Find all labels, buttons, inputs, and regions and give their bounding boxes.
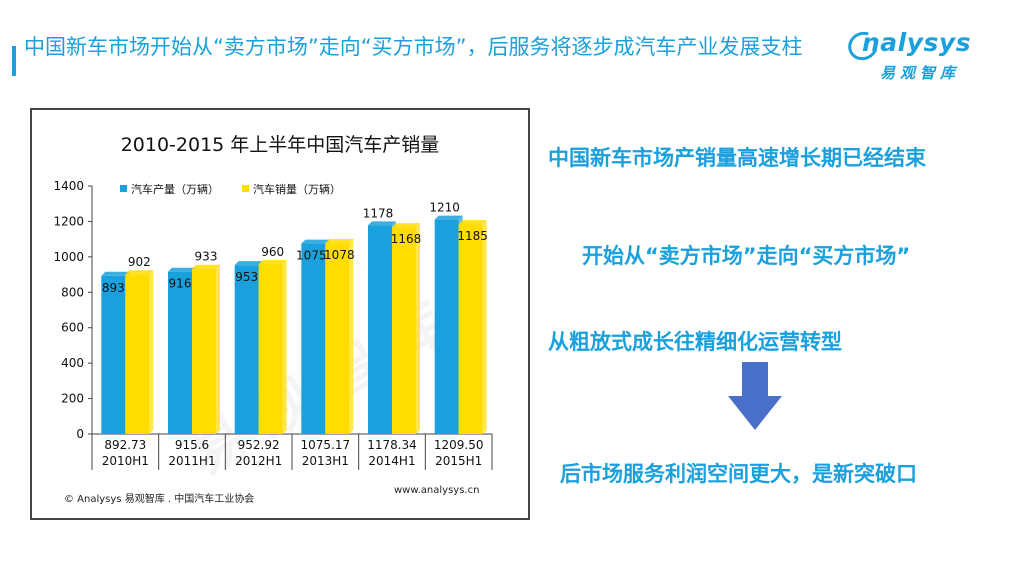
bar-top [168, 267, 196, 272]
bar [125, 274, 150, 434]
chart-title: 2010-2015 年上半年中国汽车产销量 [120, 134, 440, 156]
x-category-label: 2011H1 [168, 454, 215, 468]
bar-top [101, 271, 130, 276]
table-value: 1209.50 [434, 438, 484, 452]
bar [192, 268, 216, 434]
bar-top [125, 270, 154, 275]
data-label: 1210 [429, 201, 460, 215]
point-transformation: 从粗放式成长往精细化运营转型 [548, 330, 842, 354]
bar-side [149, 270, 154, 434]
y-tick-label: 1400 [53, 179, 84, 193]
bar-side [349, 239, 354, 434]
bar [101, 275, 126, 434]
bar-top [258, 259, 287, 264]
page-title: 中国新车市场开始从“卖方市场”走向“买方市场”，后服务将逐步成汽车产业发展支柱 [24, 35, 803, 59]
y-tick-label: 1200 [53, 214, 84, 228]
bar [168, 271, 192, 434]
x-category-label: 2014H1 [368, 454, 415, 468]
logo-chinese: 易观智库 [880, 64, 961, 82]
data-label: 1178 [363, 206, 394, 220]
chart-panel: 易观智库 2010-2015 年上半年中国汽车产销量 0200400600800… [30, 108, 530, 520]
bar [392, 227, 416, 434]
point-aftermarket: 后市场服务利润空间更大，是新突破口 [560, 462, 917, 486]
data-label: 953 [235, 270, 258, 284]
data-label: 960 [261, 245, 284, 259]
data-label: 1078 [324, 248, 355, 262]
table-value: 1178.34 [367, 438, 417, 452]
x-category-label: 2015H1 [435, 454, 482, 468]
bar-top [368, 221, 396, 226]
y-tick-label: 400 [61, 356, 84, 370]
analysys-logo: nalysys 易观智库 [843, 26, 998, 92]
point-market-shift: 开始从“卖方市场”走向“买方市场” [582, 244, 911, 268]
bar-top [325, 239, 354, 244]
bar-top [458, 220, 487, 225]
chart-website: www.analysys.cn [394, 485, 480, 496]
bar [434, 219, 459, 434]
x-category-label: 2010H1 [102, 454, 149, 468]
table-value: 952.92 [238, 438, 280, 452]
x-category-label: 2012H1 [235, 454, 282, 468]
y-tick-label: 200 [61, 392, 84, 406]
bar-top [234, 261, 263, 266]
bar [301, 243, 326, 434]
down-arrow-icon [728, 362, 782, 430]
y-tick-label: 800 [61, 285, 84, 299]
legend-swatch [120, 185, 127, 192]
data-label: 916 [169, 277, 192, 291]
logo-wordmark: nalysys [862, 28, 972, 57]
bar-top [301, 239, 330, 244]
bar [258, 263, 283, 434]
y-tick-label: 0 [76, 427, 84, 441]
point-growth-ended: 中国新车市场产销量高速增长期已经结束 [548, 146, 926, 170]
table-value: 892.73 [104, 438, 146, 452]
data-label: 1168 [391, 232, 422, 246]
data-label: 933 [195, 250, 218, 264]
bar-side [282, 259, 287, 434]
title-accent-bar [12, 46, 16, 76]
x-category-label: 2013H1 [302, 454, 349, 468]
table-value: 1075.17 [301, 438, 351, 452]
bar-side [482, 220, 487, 434]
data-label: 893 [102, 281, 125, 295]
bar [234, 265, 259, 434]
bar-chart: 0 200 400 600 800 1000 1200 1400 汽车产量（万辆） 汽车销量（万辆… [53, 179, 493, 470]
bar-side [416, 223, 420, 434]
bar [458, 224, 483, 434]
legend-label: 汽车销量（万辆） [253, 182, 341, 196]
bar-side [216, 264, 220, 434]
data-label: 1185 [457, 229, 488, 243]
bar-top [392, 223, 420, 228]
y-tick-label: 1000 [53, 250, 84, 264]
bar [368, 225, 392, 434]
data-label: 902 [128, 255, 151, 269]
chart-source: © Analysys 易观智库 . 中国汽车工业协会 [64, 494, 255, 505]
y-tick-label: 600 [61, 321, 84, 335]
bar-top [192, 264, 220, 269]
legend-label: 汽车产量（万辆） [131, 182, 219, 196]
bar-top [434, 215, 463, 220]
bar [325, 243, 350, 434]
legend-swatch [242, 185, 249, 192]
table-value: 915.6 [175, 438, 209, 452]
data-label: 1075 [296, 249, 327, 263]
